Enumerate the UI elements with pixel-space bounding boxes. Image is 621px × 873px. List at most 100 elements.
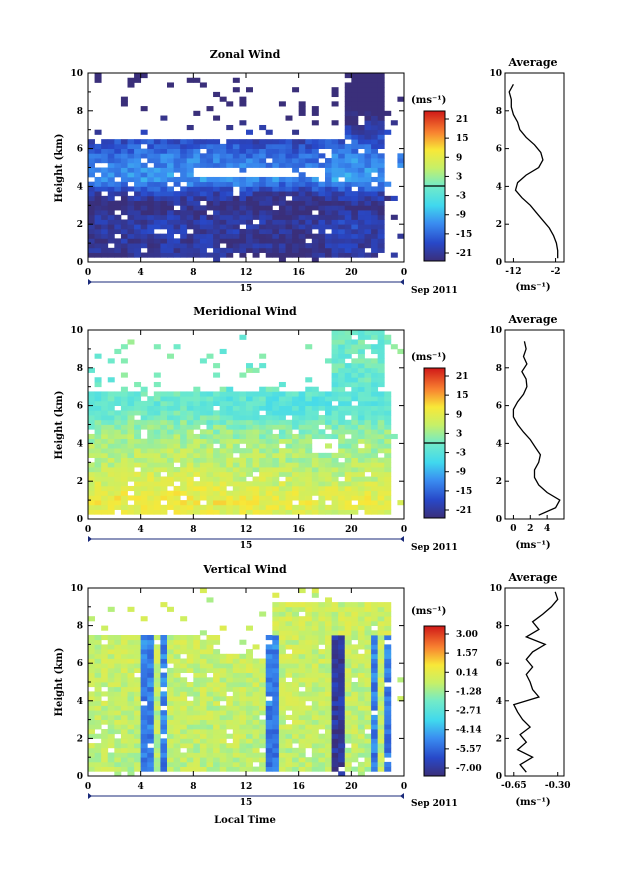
vertical-heatmap-cell [344,611,352,617]
meridional-heatmap-cell [114,415,122,421]
vertical-heatmap-cell [193,752,201,758]
meridional-heatmap-cell [147,410,155,416]
meridional-heatmap-cell [206,467,214,473]
meridional-heatmap-cell [140,471,148,477]
meridional-heatmap-cell [371,429,379,435]
vertical-heatmap-cell [252,738,260,744]
meridional-heatmap-cell [167,433,174,440]
zonal-heatmap-cell [331,148,339,154]
meridional-heatmap-cell [88,481,95,487]
zonal-heatmap-cell [357,143,365,150]
meridional-heatmap-cell [239,504,247,510]
meridional-average-y-tick-label: 2 [496,477,502,487]
meridional-heatmap-cell [371,467,379,473]
zonal-heatmap-cell [292,210,300,216]
vertical-heatmap-cell [252,752,260,758]
zonal-heatmap-cell [377,200,385,206]
vertical-heatmap-cell [186,644,194,650]
zonal-heatmap-cell [173,252,181,258]
zonal-heatmap-cell [193,143,201,150]
zonal-heatmap-cell [351,101,359,107]
vertical-heatmap-cell [232,696,240,702]
vertical-heatmap-cell [325,644,332,650]
meridional-heatmap-cell [285,495,293,501]
zonal-heatmap-cell [101,148,109,154]
vertical-heatmap-cell [351,667,359,673]
zonal-heatmap-cell [285,214,293,220]
vertical-heatmap-cell [278,686,286,692]
vertical-heatmap-cell [107,696,115,702]
zonal-heatmap-cell [318,219,326,225]
meridional-heatmap-cell [153,381,161,388]
meridional-heatmap-cell [371,358,379,364]
meridional-heatmap-cell [246,419,253,425]
meridional-heatmap-cell [206,485,214,492]
zonal-heatmap-cell [101,214,109,220]
meridional-heatmap-cell [331,462,339,468]
vertical-heatmap-cell [120,691,128,697]
vertical-colorbar-unit: (ms⁻¹) [411,606,446,617]
vertical-heatmap-cell [173,752,181,758]
meridional-heatmap-cell [173,415,181,421]
zonal-heatmap-cell [265,205,273,211]
zonal-heatmap-cell [101,252,109,258]
vertical-heatmap-cell [186,653,194,659]
vertical-heatmap-cell [344,620,352,626]
vertical-heatmap-cell [338,714,346,720]
vertical-heatmap-cell [199,658,207,664]
zonal-heatmap-cell [377,195,385,201]
zonal-heatmap-cell [134,162,142,168]
meridional-heatmap-cell [278,438,286,444]
zonal-heatmap-cell [377,96,385,102]
vertical-heatmap-cell [357,606,365,612]
vertical-heatmap-cell [88,658,95,664]
meridional-heatmap-cell [94,443,102,449]
vertical-heatmap-cell [278,667,286,673]
zonal-heatmap-cell [160,233,168,239]
meridional-heatmap-cell [134,481,142,487]
vertical-heatmap-cell [265,738,273,744]
vertical-heatmap-cell [311,766,319,772]
vertical-heatmap-cell [364,672,372,678]
vertical-heatmap-cell [338,696,346,702]
vertical-heatmap-cell [311,686,319,692]
meridional-heatmap-cell [357,476,365,482]
vertical-heatmap-cell [160,719,168,725]
zonal-heatmap-cell [371,186,379,192]
zonal-heatmap-cell [272,233,280,239]
meridional-heatmap-cell [305,433,313,440]
vertical-heatmap-cell [213,635,221,641]
vertical-heatmap-cell [265,757,273,763]
vertical-heatmap-cell [246,743,253,749]
vertical-heatmap-cell [120,705,128,711]
meridional-heatmap-cell [371,377,379,383]
zonal-heatmap-cell [107,176,115,183]
meridional-heatmap-cell [371,509,379,515]
meridional-heatmap-cell [305,429,313,435]
meridional-heatmap-cell [232,462,240,468]
vertical-heatmap-cell [331,691,339,697]
zonal-heatmap-cell [127,210,135,216]
meridional-heatmap-cell [298,471,306,477]
meridional-heatmap-cell [357,372,365,378]
vertical-heatmap-cell [213,686,221,692]
vertical-heatmap-cell [325,757,332,763]
vertical-heatmap-cell [278,696,286,702]
zonal-heatmap-cell [114,148,122,154]
meridional-heatmap-cell [167,481,174,487]
zonal-heatmap-cell [127,252,135,258]
meridional-heatmap-cell [377,462,385,468]
vertical-heatmap-cell [219,733,227,739]
meridional-heatmap-cell [107,400,115,407]
meridional-heatmap-cell [219,405,227,411]
vertical-heatmap-cell [298,588,306,594]
meridional-heatmap-cell [120,429,128,435]
vertical-heatmap-cell [246,761,253,767]
vertical-heatmap-cell [285,752,293,758]
zonal-heatmap-cell [213,176,221,183]
vertical-heatmap-cell [219,663,227,669]
vertical-heatmap-cell [377,743,385,749]
meridional-heatmap-cell [357,396,365,402]
vertical-heatmap-cell [344,649,352,655]
vertical-heatmap-cell [180,686,188,692]
